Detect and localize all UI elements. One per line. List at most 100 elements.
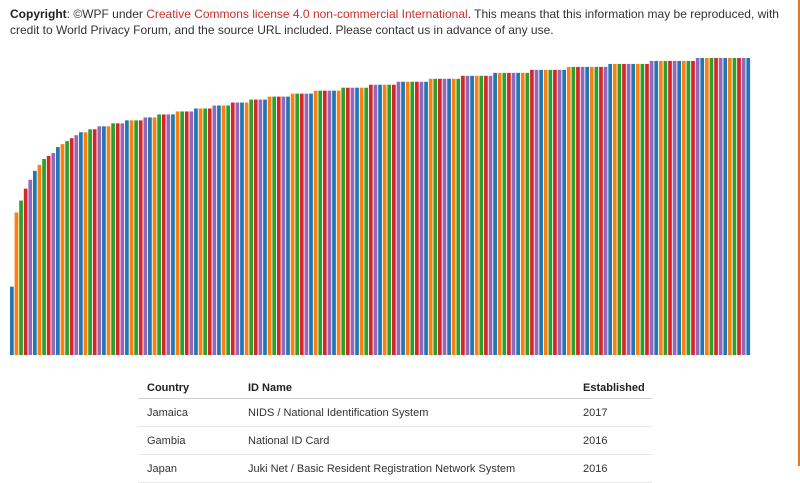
license-link[interactable]: Creative Commons license 4.0 non-commerc… [146,7,468,21]
chart-bar[interactable] [28,179,33,355]
chart-bar[interactable] [539,69,543,355]
chart-bar[interactable] [267,96,272,356]
chart-bar[interactable] [364,87,369,355]
chart-bar[interactable] [106,126,111,355]
chart-bar[interactable] [102,126,106,355]
chart-bar[interactable] [668,60,672,355]
chart-bar[interactable] [447,78,451,355]
chart-bar[interactable] [456,78,461,355]
chart-bar[interactable] [115,123,120,355]
chart-bar[interactable] [511,72,516,355]
chart-bar[interactable] [617,63,622,355]
chart-bar[interactable] [631,63,636,355]
chart-bar[interactable] [345,87,350,355]
chart-bar[interactable] [493,72,497,355]
chart-bar[interactable] [663,60,668,355]
chart-bar[interactable] [686,60,691,355]
chart-bar[interactable] [589,66,594,355]
chart-bar[interactable] [65,141,69,355]
chart-bar[interactable] [709,58,714,355]
chart-bar[interactable] [548,69,553,355]
chart-bar[interactable] [336,90,341,356]
chart-bar[interactable] [350,87,355,355]
chart-bar[interactable] [14,212,19,355]
chart-bar[interactable] [368,84,373,355]
chart-bar[interactable] [746,58,751,355]
chart-bar[interactable] [718,58,723,355]
chart-bar[interactable] [157,114,161,356]
chart-bar[interactable] [704,58,709,355]
chart-bar[interactable] [461,75,465,355]
chart-bar[interactable] [355,87,359,355]
chart-bar[interactable] [520,72,525,355]
chart-bar[interactable] [442,78,447,355]
chart-bar[interactable] [97,126,102,355]
chart-bar[interactable] [272,96,277,356]
chart-bar[interactable] [309,93,313,355]
chart-bar[interactable] [732,58,737,355]
chart-bar[interactable] [534,69,539,355]
chart-bar[interactable] [88,129,92,355]
chart-bar[interactable] [543,69,548,355]
chart-bar[interactable] [626,63,631,355]
chart-bar[interactable] [166,114,171,356]
chart-bar[interactable] [148,117,152,356]
chart-bar[interactable] [60,144,65,355]
chart-bar[interactable] [175,111,180,356]
chart-bar[interactable] [474,75,479,355]
chart-bar[interactable] [51,153,56,355]
chart-bar[interactable] [635,63,640,355]
chart-bar[interactable] [221,105,226,356]
chart-bar[interactable] [451,78,456,355]
chart-bar[interactable] [700,58,705,355]
chart-bar[interactable] [217,105,221,356]
chart-bar[interactable] [359,87,364,355]
chart-bar[interactable] [695,58,700,355]
chart-bar[interactable] [525,72,530,355]
chart-bar[interactable] [741,58,746,355]
chart-bar[interactable] [488,75,493,355]
chart-bar[interactable] [69,138,74,355]
chart-bar[interactable] [691,60,695,355]
chart-bar[interactable] [428,78,433,355]
chart-bar[interactable] [313,90,318,356]
chart-bar[interactable] [507,72,511,355]
chart-bar[interactable] [580,66,585,355]
chart-bar[interactable] [295,93,300,355]
chart-bar[interactable] [19,200,23,355]
chart-bar[interactable] [502,72,507,355]
chart-bar[interactable] [410,81,415,355]
chart-bar[interactable] [161,114,166,356]
column-header-id-name[interactable]: ID Name [239,377,574,399]
chart-bar[interactable] [645,63,649,355]
chart-bar[interactable] [226,105,231,356]
chart-bar[interactable] [658,60,663,355]
chart-bar[interactable] [249,99,254,355]
chart-bar[interactable] [152,117,157,356]
chart-bar[interactable] [737,58,741,355]
chart-bar[interactable] [171,114,175,356]
chart-bar[interactable] [433,78,438,355]
chart-bar[interactable] [557,69,562,355]
chart-bar[interactable] [111,123,115,355]
chart-bar[interactable] [415,81,419,355]
chart-bar[interactable] [438,78,442,355]
chart-bar[interactable] [677,60,682,355]
chart-bar[interactable] [37,164,42,355]
chart-bar[interactable] [212,105,217,356]
chart-bar[interactable] [576,66,580,355]
chart-bar[interactable] [585,66,590,355]
chart-bar[interactable] [322,90,327,356]
chart-bar[interactable] [83,132,88,355]
chart-bar[interactable] [276,96,281,356]
table-row[interactable]: Gambia National ID Card 2016 [138,426,652,455]
chart-bar[interactable] [681,60,686,355]
chart-bar[interactable] [599,66,603,355]
chart-bar[interactable] [143,117,148,356]
chart-bar[interactable] [253,99,258,355]
chart-bar[interactable] [654,60,659,355]
chart-bar[interactable] [304,93,309,355]
chart-bar[interactable] [281,96,286,356]
column-header-established[interactable]: Established [574,377,652,399]
chart-bar[interactable] [419,81,424,355]
